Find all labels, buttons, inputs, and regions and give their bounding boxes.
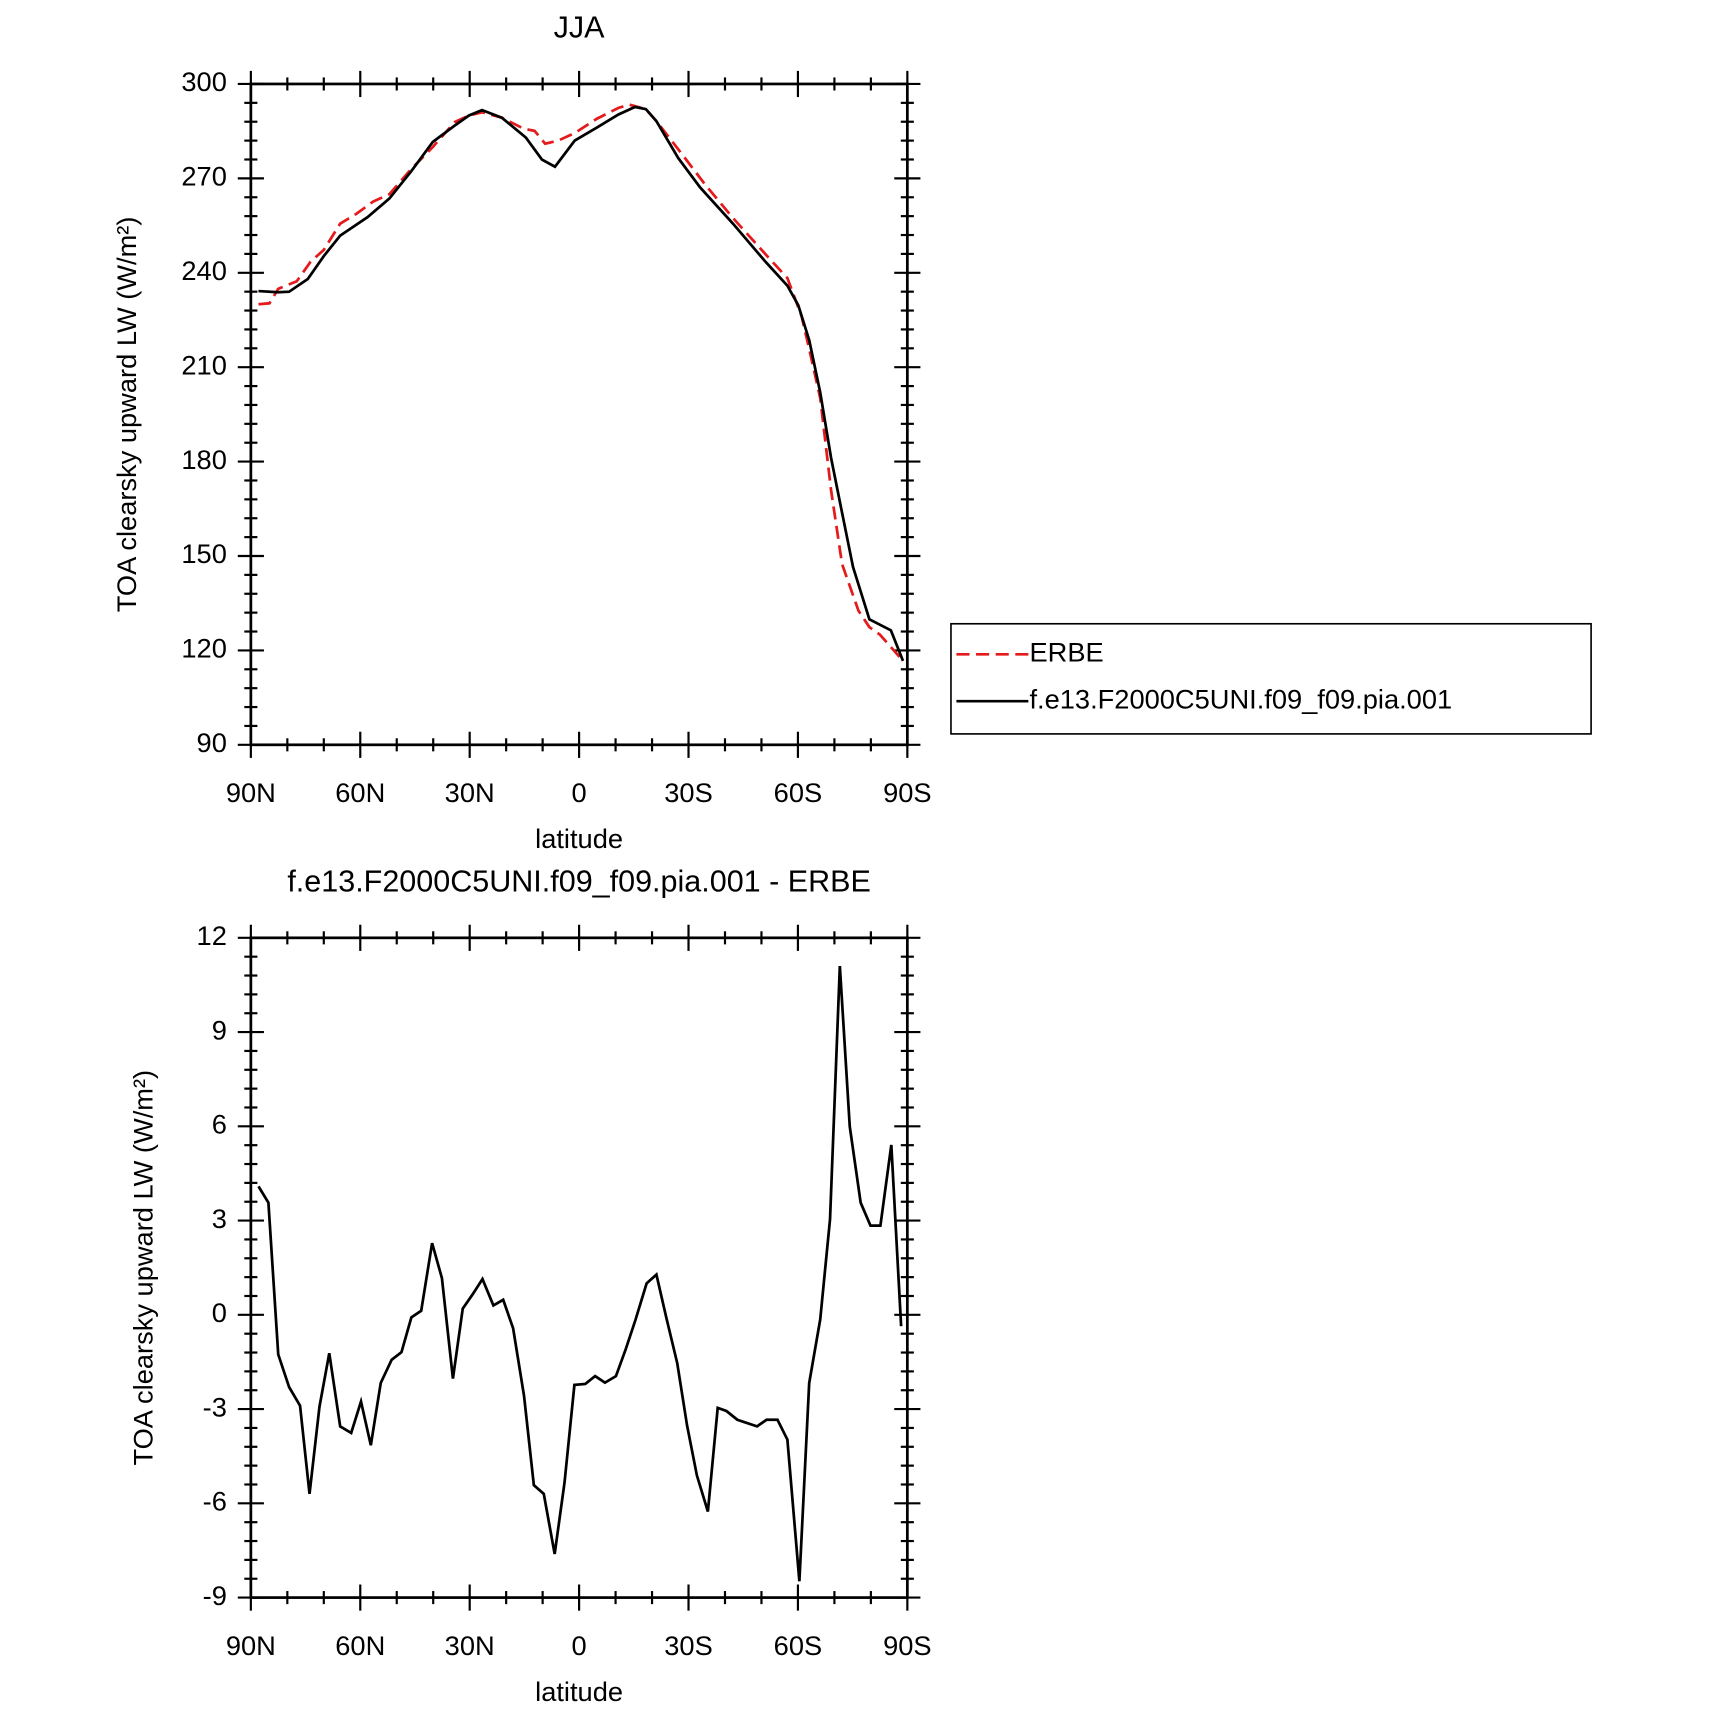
x-tick-label: 30N [445,777,495,808]
legend-label: ERBE [1029,637,1103,668]
x-tick-label: 60N [335,1630,385,1661]
y-tick-label: 270 [181,161,226,192]
y-tick-label: 180 [181,444,226,475]
y-axis-label: TOA clearsky upward LW (W/m²) [127,1070,158,1466]
y-tick-label: 3 [212,1203,227,1234]
data-line [258,105,905,662]
x-tick-label: 90S [883,1630,932,1661]
y-tick-label: 0 [212,1297,227,1328]
y-tick-label: 150 [181,538,226,569]
plot-frame [249,82,909,747]
y-tick-label: 12 [197,920,227,951]
x-tick-label: 60S [774,1630,823,1661]
y-tick-label: 300 [181,66,226,97]
x-tick-label: 30N [445,1630,495,1661]
x-tick-label: 60N [335,777,385,808]
legend-box [950,622,1592,735]
x-tick-label: 90N [226,777,276,808]
plot-frame [249,936,909,1599]
x-tick-label: 90N [226,1630,276,1661]
x-axis-label: latitude [535,823,623,854]
x-tick-label: 90S [883,777,932,808]
y-tick-label: -6 [203,1486,227,1517]
chart-title: JJA [554,11,606,45]
x-tick-label: 0 [572,1630,587,1661]
x-tick-label: 30S [664,777,712,808]
y-tick-label: 9 [212,1014,227,1045]
legend-label: f.e13.F2000C5UNI.f09_f09.pia.001 [1029,683,1452,714]
y-axis-label: TOA clearsky upward LW (W/m²) [111,217,142,613]
y-tick-label: -3 [203,1391,227,1422]
y-tick-label: 6 [212,1109,227,1140]
chart-title: f.e13.F2000C5UNI.f09_f09.pia.001 - ERBE [287,864,871,898]
y-tick-label: 240 [181,255,226,286]
data-line [258,103,905,662]
data-line [257,965,903,1582]
y-tick-label: -9 [203,1580,227,1611]
x-tick-label: 60S [774,777,823,808]
y-tick-label: 90 [197,727,227,758]
y-tick-label: 210 [181,349,226,380]
y-tick-label: 120 [181,633,226,664]
x-axis-label: latitude [535,1676,623,1707]
x-tick-label: 0 [572,777,587,808]
x-tick-label: 30S [664,1630,712,1661]
